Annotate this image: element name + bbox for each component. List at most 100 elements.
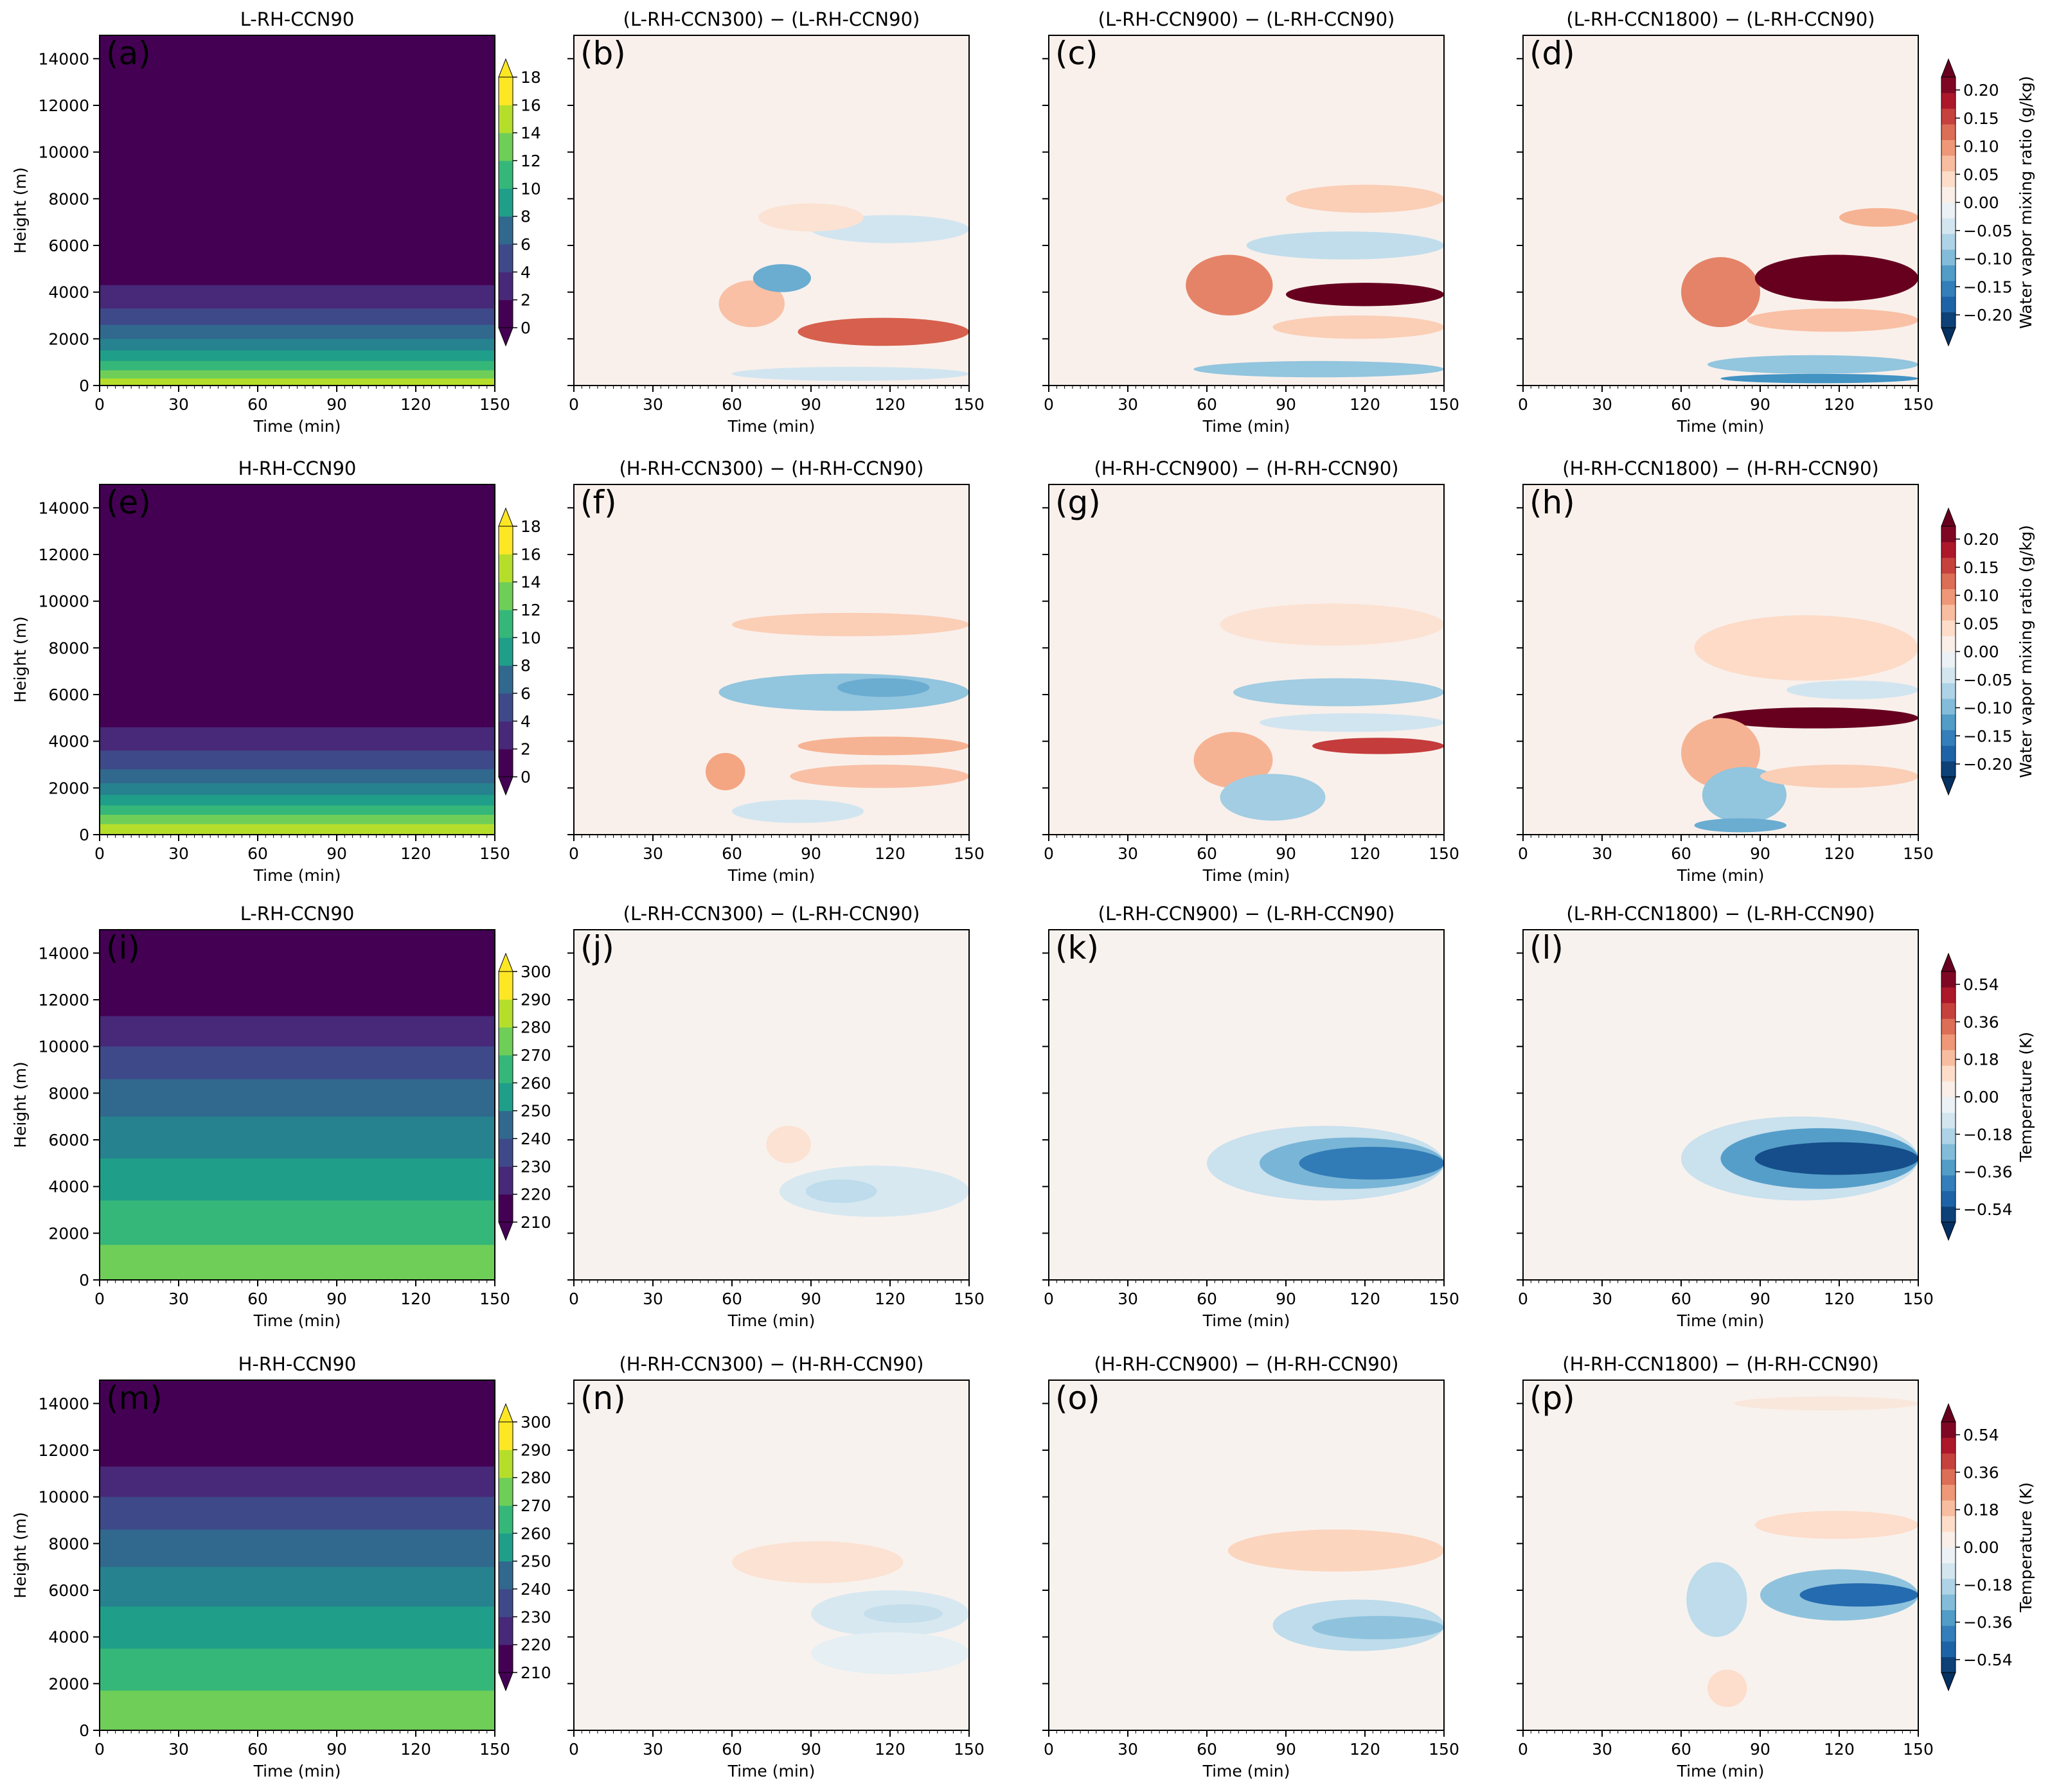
anomaly-blob [758, 203, 864, 232]
colorbar-extend-top [498, 58, 513, 78]
colorbar-segment [1941, 682, 1956, 699]
x-tick-label: 60 [1671, 1740, 1691, 1759]
x-tick-label: 30 [168, 844, 189, 863]
colorbar-segment [1941, 620, 1956, 637]
panel-d: (d) (L-RH-CCN1800) − (L-RH-CCN90) 0 30 60 90 1… [1517, 8, 1934, 436]
x-tick-label: 90 [326, 395, 347, 414]
x-tick-label: 30 [168, 1740, 189, 1759]
colorbar-extend-bottom [498, 1221, 513, 1241]
colorbar-tick-label: 0.10 [1963, 587, 1999, 605]
colorbar-tick-label: −0.36 [1963, 1613, 2013, 1632]
colorbar-segment [499, 244, 513, 272]
colorbar-segment [1941, 987, 1956, 1004]
x-axis-label: Time (min) [253, 1311, 341, 1330]
x-tick-label: 120 [1824, 1290, 1855, 1308]
x-tick-label: 90 [326, 1740, 347, 1759]
x-tick-label: 150 [1903, 395, 1934, 414]
colorbar-extend-top [498, 507, 513, 527]
x-tick-label: 150 [954, 1290, 985, 1308]
background [1049, 930, 1444, 1280]
colorbar-segment [499, 1083, 513, 1112]
x-tick-label: 150 [1429, 1740, 1459, 1759]
x-tick-label: 150 [1429, 1290, 1459, 1308]
colorbar-segment [1941, 1144, 1956, 1160]
colorbar-segment [1941, 1547, 1956, 1563]
x-tick-label: 120 [400, 1290, 431, 1308]
colorbar-segment [499, 1110, 513, 1139]
colorbar-segment [499, 1644, 513, 1673]
colorbar-segment [1941, 93, 1956, 109]
plot-area [574, 484, 969, 835]
colorbar-segment [499, 1194, 513, 1223]
x-tick-label: 0 [1518, 1290, 1528, 1308]
colorbar-segment [1941, 1206, 1956, 1223]
diff-colorbar: 0.20 0.15 0.10 0.05 0.00 −0.05 −0.10 −0.15 −0.20… [1941, 58, 2035, 347]
colorbar-tick-label: −0.54 [1963, 1200, 2013, 1219]
colorbar-segment [1941, 652, 1956, 668]
colorbar-segment [1941, 280, 1956, 297]
colorbar-segment [1941, 265, 1956, 281]
contour-layer [100, 1690, 495, 1730]
x-axis-label: Time (min) [1677, 1311, 1765, 1330]
colorbar-segment [499, 1505, 513, 1534]
x-tick-label: 150 [1903, 844, 1934, 863]
colorbar-tick-label: −0.18 [1963, 1575, 2013, 1594]
x-tick-label: 120 [400, 395, 431, 414]
y-tick-label: 10000 [38, 143, 89, 162]
colorbar-segment [1941, 971, 1956, 988]
colorbar-extend-bottom [498, 1672, 513, 1692]
anomaly-blob [1839, 208, 1918, 227]
colorbar-extend-bottom [1941, 1672, 1956, 1692]
panel-title: (H-RH-CCN300) − (H-RH-CCN90) [619, 1353, 923, 1375]
panel-title: (H-RH-CCN1800) − (H-RH-CCN90) [1562, 1353, 1878, 1375]
colorbar-tick-label: −0.54 [1963, 1651, 2013, 1669]
panel-title: (L-RH-CCN300) − (L-RH-CCN90) [623, 903, 920, 925]
panel-title: (L-RH-CCN900) − (L-RH-CCN90) [1098, 8, 1395, 30]
x-tick-label: 150 [479, 1290, 510, 1308]
colorbar-segment [1941, 139, 1956, 156]
x-tick-label: 60 [1671, 844, 1691, 863]
colorbar-segment [1941, 1191, 1956, 1207]
colorbar-tick-label: 270 [521, 1496, 551, 1515]
x-axis-label: Time (min) [1202, 866, 1290, 885]
colorbar-tick-label: 0.18 [1963, 1051, 1999, 1069]
anomaly-blob [718, 280, 785, 328]
x-tick-label: 150 [954, 1740, 985, 1759]
x-tick-label: 90 [326, 1290, 347, 1308]
x-tick-label: 30 [1592, 1290, 1612, 1308]
panel-label: (e) [106, 484, 151, 521]
x-tick-label: 0 [1518, 1740, 1528, 1759]
abs-colorbar: 18 16 14 12 10 8 6 4 2 0 [498, 507, 541, 796]
y-axis-label: Height (m) [11, 167, 30, 253]
colorbar-segment [499, 999, 513, 1028]
panel-k: (k) (L-RH-CCN900) − (L-RH-CCN90) 0 30 60 90 12… [1042, 903, 1459, 1330]
y-tick-label: 10000 [38, 1488, 89, 1507]
colorbar-tick-label: 0.00 [1963, 193, 1999, 212]
colorbar-tick-label: 0.10 [1963, 138, 1999, 156]
plot-area [1049, 930, 1444, 1280]
colorbar-tick-label: 0.54 [1963, 975, 1999, 994]
x-tick-label: 60 [1197, 395, 1217, 414]
x-tick-label: 0 [1518, 844, 1528, 863]
colorbar-segment [499, 1617, 513, 1646]
colorbar-extend-top [498, 952, 513, 972]
colorbar-segment [1941, 526, 1956, 542]
anomaly-blob [798, 317, 969, 346]
plot-area [574, 930, 969, 1280]
colorbar-tick-label: 0.05 [1963, 614, 1999, 633]
panel-label: (c) [1055, 35, 1098, 72]
colorbar-segment [499, 749, 513, 777]
colorbar-segment [1941, 1500, 1956, 1516]
anomaly-blob [1787, 680, 1918, 700]
colorbar-tick-label: −0.10 [1963, 250, 2013, 269]
colorbar-segment [499, 1477, 513, 1506]
x-tick-label: 90 [1750, 844, 1770, 863]
anomaly-blob [1707, 355, 1918, 374]
colorbar-segment [1941, 557, 1956, 574]
x-tick-label: 90 [801, 1290, 821, 1308]
panel-label: (b) [580, 35, 626, 72]
anomaly-blob [864, 1604, 943, 1623]
colorbar-tick-label: 4 [521, 263, 531, 281]
